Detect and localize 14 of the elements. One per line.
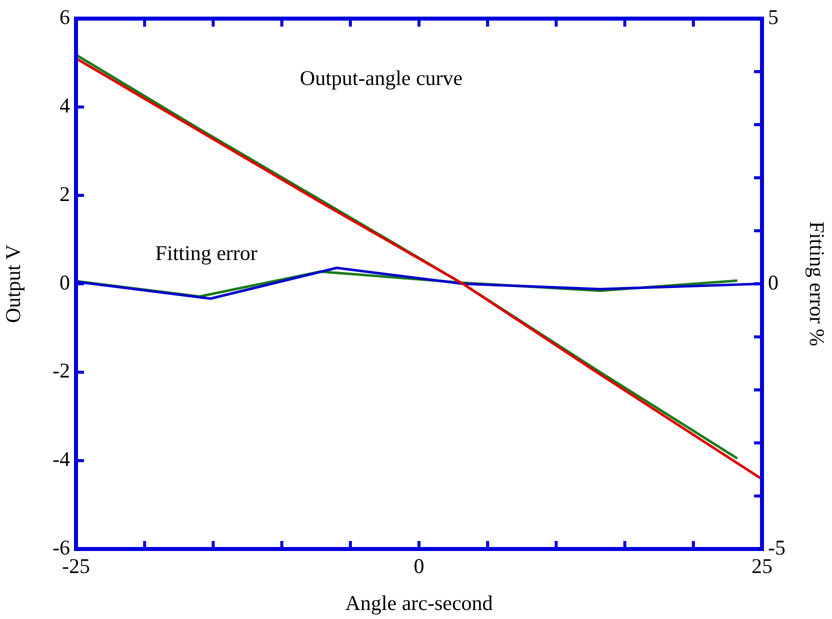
y2-axis-title: Fitting error % <box>804 221 829 346</box>
y-tick-label: 2 <box>60 182 70 206</box>
annotation: Output-angle curve <box>300 66 463 90</box>
x-tick-label: 0 <box>414 554 424 578</box>
y-tick-label: -2 <box>52 358 70 383</box>
x-axis-title: Angle arc-second <box>345 590 494 615</box>
y-tick-label: 0 <box>60 270 70 294</box>
y-tick-label: 4 <box>60 94 70 118</box>
y2-tick-label: 5 <box>768 5 778 30</box>
y-tick-label: 6 <box>60 5 70 30</box>
y-tick-label: -4 <box>52 447 70 472</box>
y-axis-title: Output V <box>1 244 26 323</box>
annotation: Fitting error <box>155 241 258 266</box>
y2-tick-label: 0 <box>768 270 778 294</box>
